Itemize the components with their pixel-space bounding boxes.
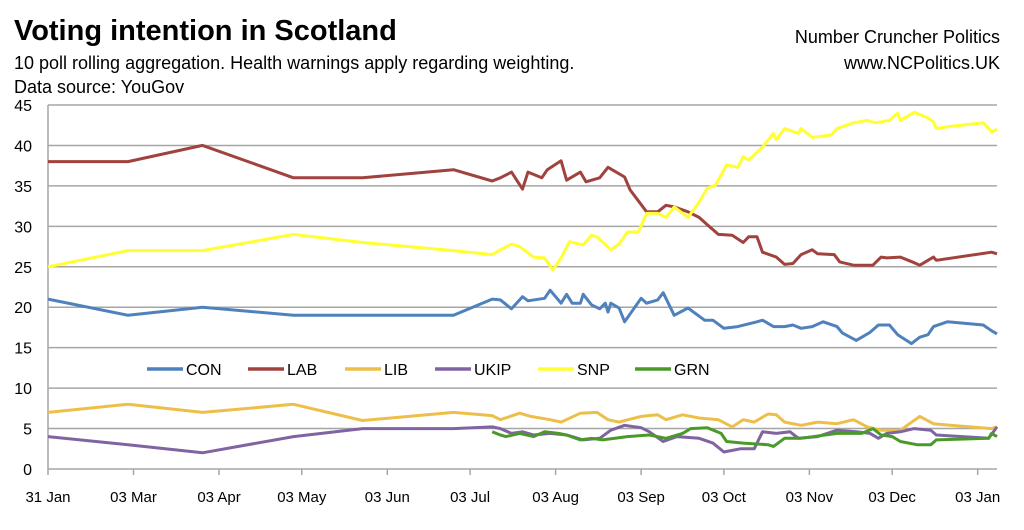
- x-tick-label: 03 Mar: [110, 489, 157, 506]
- y-tick-label: 0: [23, 462, 32, 479]
- x-tick-label: 03 Aug: [532, 489, 579, 506]
- y-tick-label: 15: [14, 341, 32, 358]
- legend-item-ukip: UKIP: [435, 362, 511, 379]
- y-tick-label: 40: [14, 138, 32, 155]
- x-tick-label: 31 Jan: [25, 489, 70, 506]
- brand-url: www.NCPolitics.UK: [843, 53, 1000, 73]
- x-tick-label: 03 May: [277, 489, 327, 506]
- y-tick-label: 5: [23, 422, 32, 439]
- y-tick-label: 35: [14, 179, 32, 196]
- series-line-lab: [48, 143, 998, 267]
- chart-subtitle: 10 poll rolling aggregation. Health warn…: [14, 53, 574, 73]
- legend-item-grn: GRN: [635, 362, 710, 379]
- series-line-con: [47, 288, 998, 346]
- x-tick-label: 03 Oct: [702, 489, 747, 506]
- legend-label: LIB: [384, 362, 408, 379]
- series-lines: [47, 110, 999, 455]
- x-tick-label: 03 Dec: [868, 489, 916, 506]
- x-tick-label: 03 Apr: [197, 489, 240, 506]
- y-tick-label: 25: [14, 260, 32, 277]
- x-tick-label: 03 Jun: [365, 489, 410, 506]
- y-tick-label: 20: [14, 300, 32, 317]
- data-source: Data source: YouGov: [14, 77, 184, 97]
- y-axis: 0 5 10 15 20 25 30 35 40 45: [14, 98, 49, 479]
- legend-item-lib: LIB: [345, 362, 408, 379]
- brand-name: Number Cruncher Politics: [795, 27, 1000, 47]
- y-tick-label: 45: [14, 98, 32, 115]
- legend-label: SNP: [577, 362, 610, 379]
- y-tick-label: 30: [14, 219, 32, 236]
- x-tick-label: 03 Jan: [955, 489, 1000, 506]
- x-tick-label: 03 Sep: [617, 489, 665, 506]
- legend: CON LAB LIB UKIP SNP GRN: [147, 362, 710, 379]
- y-tick-label: 10: [14, 381, 32, 398]
- legend-label: GRN: [674, 362, 710, 379]
- legend-label: UKIP: [474, 362, 511, 379]
- x-tick-label: 03 Jul: [450, 489, 490, 506]
- series-line-grn: [491, 426, 998, 448]
- x-tick-label: 03 Nov: [786, 489, 834, 506]
- legend-label: LAB: [287, 362, 317, 379]
- series-line-ukip: [47, 423, 999, 455]
- chart-title: Voting intention in Scotland: [14, 15, 397, 47]
- legend-item-con: CON: [147, 362, 222, 379]
- series-line-lib: [47, 402, 998, 432]
- series-line-snp: [47, 110, 998, 272]
- x-axis: 31 Jan 03 Mar 03 Apr 03 May 03 Jun 03 Jul 03 A…: [25, 468, 1000, 506]
- legend-item-snp: SNP: [538, 362, 610, 379]
- gridlines: [48, 104, 997, 430]
- legend-item-lab: LAB: [248, 362, 317, 379]
- legend-label: CON: [186, 362, 222, 379]
